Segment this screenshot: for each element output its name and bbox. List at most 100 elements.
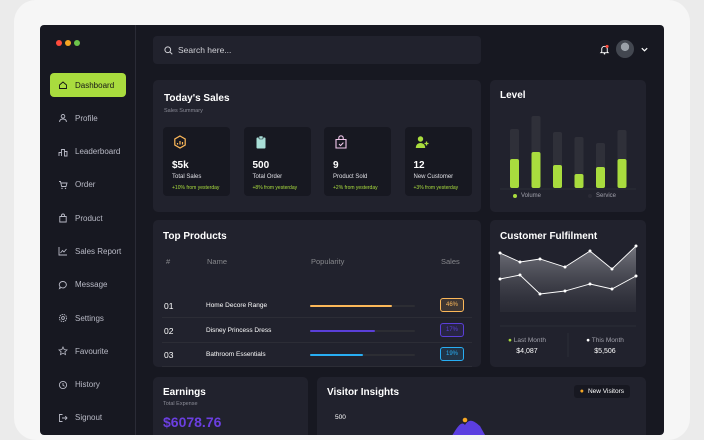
clipboard-icon [256,135,265,149]
last-month-stat: ● Last Month $4,087 [508,337,546,355]
visitor-insights-card: Visitor Insights ● New Visitors 500 [317,377,646,435]
sidebar-item-settings[interactable]: Settings [50,306,126,330]
bell-icon[interactable] [599,44,610,55]
legend-service: Service [588,193,616,199]
table-row[interactable]: 01 Home Decore Range 46% [153,294,481,318]
sidebar-item-profile[interactable]: Profile [50,106,126,130]
card-title: Today's Sales [164,93,230,104]
customer-fulfilment-card: Customer Fulfilment ● Last Month $4,087 … [490,220,646,367]
stat-label: Total Order [252,174,283,180]
sidebar-item-label: Message [75,280,108,290]
sidebar-item-favourite[interactable]: Favourite [50,339,126,363]
close-dot-icon[interactable] [56,40,62,46]
col-header-num: # [166,257,171,266]
sidebar-item-label: Favourite [75,346,109,356]
sales-chart-icon [174,135,186,149]
popularity-bar [310,329,415,332]
product-name: Home Decore Range [206,302,268,309]
table-row[interactable]: 03 Bathroom Essentials 19% [153,343,481,367]
legend-volume: Volume [513,193,541,199]
earnings-card: Earnings Total Expense $6078.76 [153,377,308,435]
signout-icon [59,414,68,422]
cart-icon [59,180,68,189]
sidebar-item-order[interactable]: Order [50,173,126,197]
stat-value: 9 [333,160,339,171]
stat-change: +8% from yesterday [252,185,298,191]
stat-change: +2% from yesterday [333,185,378,191]
search-bar[interactable]: Search here... [153,36,481,64]
sidebar-item-leaderboard[interactable]: Leaderboard [50,140,126,164]
row-divider [162,317,472,318]
shopping-bag-icon [335,135,347,149]
leaderboard-icon [58,148,68,157]
sidebar-item-label: Signout [75,413,103,423]
chevron-down-icon[interactable] [640,45,649,54]
stat-label: Product Sold [333,174,368,180]
sidebar-item-sales-report[interactable]: Sales Report [50,239,126,263]
stat-label: New Customer [413,174,454,180]
earnings-value: $6078.76 [163,414,222,430]
dashboard-app: Dashboard Profile Leaderboard Order Product S… [40,25,664,435]
row-number: 02 [164,325,174,336]
stat-value: 500 [252,160,270,171]
sidebar-item-label: Leaderboard [75,147,121,157]
fulfilment-area-chart [498,244,638,357]
avatar[interactable] [616,40,634,58]
level-bar-chart [500,116,636,190]
col-header-name: Name [207,257,228,266]
sidebar-item-label: History [75,380,100,390]
sidebar-item-signout[interactable]: Signout [50,406,126,430]
card-title: Level [500,90,526,101]
product-name: Bathroom Essentials [206,351,266,359]
level-bar-volume [510,159,519,188]
level-card: Level Volume Service [490,80,646,212]
visitor-insights-chart [452,417,486,435]
popularity-bar [310,305,415,307]
sales-badge: 46% [440,298,464,312]
row-divider [162,341,472,343]
stat-card: 12 New Customer +3% from yesterday [404,127,472,196]
window-controls [56,40,80,46]
level-bar-volume [531,152,541,188]
sidebar-item-label: Product [75,213,103,223]
sidebar-item-product[interactable]: Product [50,206,126,230]
sidebar-item-label: Sales Report [75,246,122,256]
stat-label: Total Sales [172,174,202,180]
this-month-stat: ● This Month $5,506 [586,337,624,355]
stat-card: $5k Total Sales +10% from yesterday [163,127,230,196]
gear-icon [58,314,68,323]
table-row[interactable]: 02 Disney Princess Dress 17% [153,319,481,343]
bag-icon [59,213,67,223]
sales-badge: 17% [440,322,464,337]
todays-sales-card: Today's Sales Sales Summary $5k Total Sal… [153,80,481,212]
new-visitors-legend[interactable]: ● New Visitors [573,385,630,398]
product-name: Disney Princess Dress [206,326,272,334]
sidebar-item-label: Settings [75,313,104,323]
message-icon [58,280,67,290]
maximize-dot-icon[interactable] [74,40,80,46]
history-icon [58,380,68,389]
minimize-dot-icon[interactable] [65,40,71,46]
search-placeholder: Search here... [178,45,232,55]
home-icon [59,81,67,89]
col-header-popularity: Popularity [311,257,345,266]
user-icon [59,114,67,123]
level-bar-volume [553,165,562,188]
row-divider [162,366,472,367]
star-icon [58,346,68,356]
sidebar-item-dashboard[interactable]: Dashboard [50,73,126,97]
col-header-sales: Sales [441,257,460,266]
stat-card: 500 Total Order +8% from yesterday [243,127,311,196]
card-title: Visitor Insights [327,387,400,398]
card-subtitle: Sales Summary [164,108,203,114]
chart-line-icon [58,247,67,256]
sidebar-item-history[interactable]: History [50,373,126,397]
sidebar-item-label: Dashboard [75,80,115,90]
sidebar-item-label: Profile [75,113,98,123]
card-subtitle: Total Expense [163,401,198,407]
sidebar-item-message[interactable]: Message [50,273,126,297]
search-icon [164,45,173,55]
add-user-icon [415,136,428,148]
stat-card: 9 Product Sold +2% from yesterday [324,127,391,196]
sidebar-nav: Dashboard Profile Leaderboard Order Product S… [50,73,126,435]
